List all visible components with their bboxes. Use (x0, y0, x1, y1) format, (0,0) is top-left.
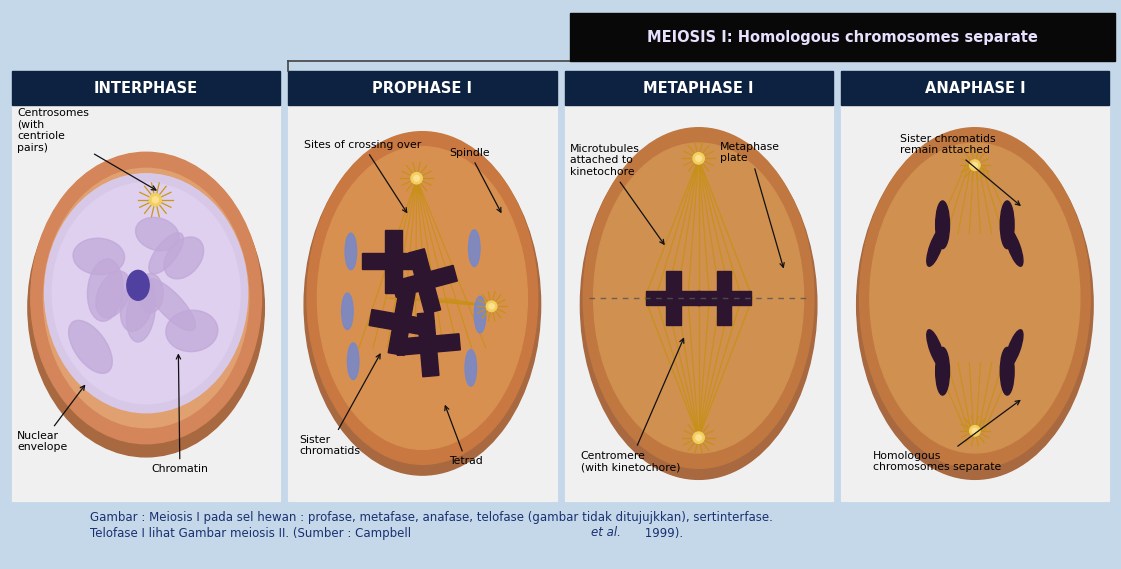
Text: Microtubules
attached to
kinetochore: Microtubules attached to kinetochore (569, 144, 664, 244)
Ellipse shape (474, 296, 485, 333)
Ellipse shape (936, 348, 949, 395)
Text: Homologous
chromosomes separate: Homologous chromosomes separate (873, 401, 1020, 472)
Ellipse shape (304, 134, 540, 475)
Ellipse shape (970, 426, 980, 436)
Ellipse shape (96, 271, 130, 318)
Bar (569, 13, 1115, 61)
Ellipse shape (972, 428, 978, 434)
Polygon shape (396, 334, 461, 356)
Text: Spindle: Spindle (450, 147, 501, 212)
Ellipse shape (856, 130, 1093, 479)
Polygon shape (666, 271, 680, 325)
Ellipse shape (972, 163, 978, 168)
Polygon shape (697, 291, 751, 306)
Ellipse shape (53, 183, 240, 404)
Ellipse shape (583, 127, 814, 468)
Ellipse shape (30, 152, 261, 444)
Ellipse shape (489, 304, 494, 309)
Ellipse shape (166, 310, 217, 352)
Text: Gambar : Meiosis I pada sel hewan : profase, metafase, anafase, telofase (gambar: Gambar : Meiosis I pada sel hewan : prof… (90, 510, 772, 523)
Bar (12, 71, 280, 105)
Text: 1999).: 1999). (641, 526, 684, 539)
Ellipse shape (136, 217, 179, 251)
Ellipse shape (696, 155, 702, 161)
Text: Nuclear
envelope: Nuclear envelope (17, 386, 84, 452)
Ellipse shape (696, 435, 702, 440)
Ellipse shape (927, 330, 945, 368)
Text: et al.: et al. (591, 526, 621, 539)
Bar (288, 71, 556, 501)
Ellipse shape (970, 160, 980, 171)
Ellipse shape (693, 152, 704, 164)
Polygon shape (417, 312, 439, 377)
Bar (12, 71, 280, 501)
Text: ANAPHASE I: ANAPHASE I (925, 80, 1026, 96)
Ellipse shape (307, 131, 538, 464)
Bar (565, 71, 833, 501)
Bar (288, 71, 556, 105)
Ellipse shape (414, 175, 419, 181)
Polygon shape (392, 265, 457, 298)
Ellipse shape (73, 238, 124, 275)
Ellipse shape (927, 228, 945, 266)
Polygon shape (716, 271, 732, 325)
Ellipse shape (348, 343, 359, 380)
Ellipse shape (44, 168, 249, 428)
Ellipse shape (149, 193, 161, 206)
Ellipse shape (693, 432, 704, 443)
Text: PROPHASE I: PROPHASE I (372, 80, 472, 96)
Ellipse shape (1006, 330, 1023, 368)
Polygon shape (362, 253, 425, 270)
Ellipse shape (127, 283, 155, 342)
Ellipse shape (164, 237, 204, 279)
Ellipse shape (127, 270, 149, 300)
Text: Metaphase
plate: Metaphase plate (720, 142, 785, 267)
Ellipse shape (487, 301, 497, 312)
Ellipse shape (317, 147, 527, 450)
Text: MEIOSIS I: Homologous chromosomes separate: MEIOSIS I: Homologous chromosomes separa… (647, 30, 1038, 44)
Ellipse shape (411, 172, 423, 184)
Bar (841, 71, 1109, 501)
Ellipse shape (45, 174, 248, 413)
Text: Centromere
(with kinetochore): Centromere (with kinetochore) (581, 339, 684, 472)
Ellipse shape (138, 274, 164, 312)
Ellipse shape (68, 320, 112, 373)
Ellipse shape (936, 201, 949, 249)
Text: METAPHASE I: METAPHASE I (643, 80, 754, 96)
Ellipse shape (860, 127, 1091, 468)
Ellipse shape (1000, 348, 1015, 395)
Polygon shape (386, 230, 401, 293)
Text: Telofase I lihat Gambar meiosis II. (Sumber : Campbell: Telofase I lihat Gambar meiosis II. (Sum… (90, 526, 415, 539)
Ellipse shape (345, 233, 356, 270)
Text: Sites of crossing over: Sites of crossing over (304, 139, 421, 212)
Ellipse shape (152, 197, 158, 203)
Ellipse shape (581, 130, 817, 479)
Ellipse shape (594, 143, 804, 453)
Polygon shape (369, 310, 434, 336)
Ellipse shape (1000, 201, 1015, 249)
Text: Sister chromatids
remain attached: Sister chromatids remain attached (900, 134, 1020, 205)
Ellipse shape (87, 259, 123, 321)
Ellipse shape (149, 233, 184, 274)
Bar (841, 71, 1109, 105)
Polygon shape (388, 290, 415, 356)
Ellipse shape (120, 274, 155, 331)
Polygon shape (646, 291, 701, 306)
Text: Centrosomes
(with
centriole
pairs): Centrosomes (with centriole pairs) (17, 108, 156, 190)
Ellipse shape (465, 349, 476, 386)
Bar (565, 71, 833, 105)
Ellipse shape (469, 230, 480, 266)
Text: Sister
chromatids: Sister chromatids (299, 354, 380, 456)
Text: INTERPHASE: INTERPHASE (94, 80, 198, 96)
Ellipse shape (342, 293, 353, 329)
Text: Chromatin: Chromatin (151, 354, 209, 475)
Ellipse shape (1006, 228, 1023, 266)
Ellipse shape (28, 158, 265, 457)
Polygon shape (409, 249, 441, 314)
Text: Tetrad: Tetrad (445, 406, 483, 467)
Ellipse shape (870, 143, 1080, 453)
Ellipse shape (146, 279, 195, 331)
